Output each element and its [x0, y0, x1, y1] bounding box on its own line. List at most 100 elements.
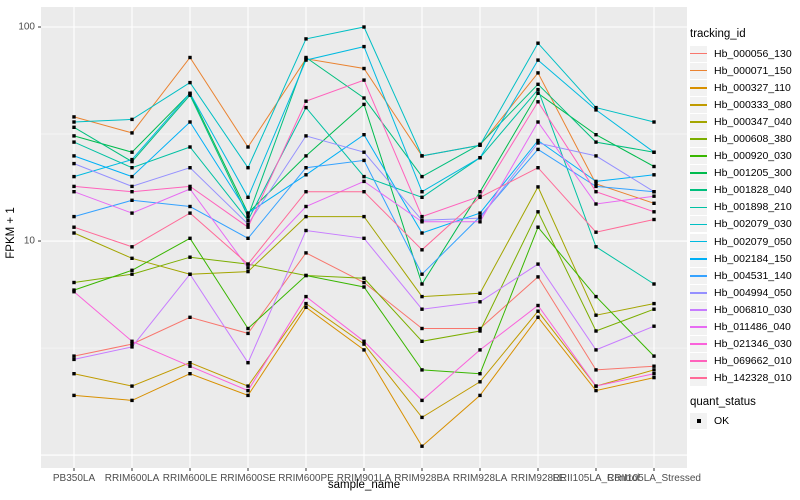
series-color-line-icon: [690, 69, 707, 72]
legend-key: [690, 319, 707, 336]
data-point: [536, 41, 540, 45]
data-point: [188, 166, 192, 170]
data-point: [304, 214, 308, 219]
data-point: [362, 25, 366, 29]
data-point: [536, 120, 540, 124]
legend-item-Hb_001205_300: Hb_001205_300: [690, 165, 798, 182]
legend-item-Hb_002079_050: Hb_002079_050: [690, 233, 798, 250]
data-point: [188, 361, 192, 365]
legend-item-label: Hb_002079_050: [714, 235, 792, 248]
data-point: [420, 398, 424, 403]
legend-item-Hb_006810_030: Hb_006810_030: [690, 301, 798, 318]
legend: tracking_id Hb_000056_130 Hb_000071_150 …: [690, 28, 798, 430]
data-point: [362, 339, 366, 343]
legend-item-Hb_000333_080: Hb_000333_080: [690, 96, 798, 113]
data-point: [536, 210, 540, 214]
data-point: [478, 329, 482, 333]
data-point: [420, 214, 424, 219]
filled-square-icon: [696, 419, 701, 424]
data-point: [246, 269, 250, 274]
data-point: [652, 201, 656, 205]
data-point: [72, 357, 76, 362]
data-point: [246, 331, 250, 336]
data-point: [652, 307, 656, 311]
data-point: [130, 174, 134, 179]
data-point: [72, 393, 76, 398]
legend-key: [690, 96, 707, 113]
data-point: [246, 266, 250, 270]
data-point: [130, 384, 134, 388]
legend-item-label: Hb_142328_010: [714, 372, 792, 385]
legend-item-Hb_004531_140: Hb_004531_140: [690, 267, 798, 284]
data-point: [130, 184, 134, 189]
series-color-line-icon: [690, 172, 707, 175]
data-point: [652, 217, 656, 222]
data-point: [478, 348, 482, 352]
legend-item-Hb_004994_050: Hb_004994_050: [690, 284, 798, 301]
data-point: [478, 291, 482, 295]
data-point: [130, 190, 134, 194]
data-point: [188, 93, 192, 97]
data-point: [246, 211, 250, 215]
data-point: [478, 326, 482, 331]
data-point: [188, 184, 192, 189]
data-point: [478, 300, 482, 304]
series-color-line-icon: [690, 121, 707, 123]
data-point: [246, 222, 250, 226]
data-point: [652, 194, 656, 198]
data-point: [130, 398, 134, 403]
data-point: [130, 131, 134, 135]
legend-item-Hb_069662_010: Hb_069662_010: [690, 353, 798, 370]
data-point: [304, 105, 308, 110]
series-color-line-icon: [690, 223, 707, 226]
data-point: [362, 190, 366, 194]
data-point: [304, 166, 308, 170]
data-point: [478, 156, 482, 160]
legend-item-Hb_001898_210: Hb_001898_210: [690, 199, 798, 216]
legend-key: [690, 370, 707, 387]
legend-key: [690, 165, 707, 182]
data-point: [420, 415, 424, 420]
series-color-line-icon: [690, 292, 707, 294]
data-point: [130, 166, 134, 170]
data-point: [478, 216, 482, 220]
data-point: [246, 393, 250, 398]
data-point: [362, 158, 366, 163]
legend-key: [690, 250, 707, 267]
legend-key: [690, 182, 707, 199]
data-point: [130, 150, 134, 154]
series-color-line-icon: [690, 309, 707, 311]
series-color-line-icon: [690, 52, 707, 55]
data-point: [304, 228, 308, 233]
data-point: [188, 145, 192, 149]
data-point: [246, 388, 250, 393]
data-point: [478, 372, 482, 376]
data-point: [362, 342, 366, 346]
data-point: [420, 444, 424, 448]
data-point: [536, 185, 540, 189]
legend-item-label: OK: [714, 415, 730, 428]
data-point: [72, 134, 76, 138]
data-point: [72, 214, 76, 219]
data-point: [362, 133, 366, 137]
data-point: [130, 157, 134, 162]
data-point: [130, 211, 134, 215]
legend-item-label: Hb_002184_150: [714, 252, 792, 265]
data-point: [72, 280, 76, 285]
x-tick-label: RRIM928BA: [394, 473, 450, 484]
data-point: [246, 361, 250, 365]
data-point: [188, 236, 192, 240]
legend-item-Hb_011486_040: Hb_011486_040: [690, 319, 798, 336]
legend-key: [690, 216, 707, 233]
data-point: [478, 380, 482, 384]
data-point: [594, 348, 598, 352]
data-point: [652, 120, 656, 124]
data-point: [304, 305, 308, 309]
legend-item-Hb_002184_150: Hb_002184_150: [690, 250, 798, 267]
data-point: [594, 245, 598, 249]
data-point: [478, 190, 482, 194]
data-point: [188, 55, 192, 60]
y-tick-label: 100: [18, 21, 35, 33]
data-point: [420, 195, 424, 199]
x-tick-label: PB350LA: [52, 473, 96, 484]
